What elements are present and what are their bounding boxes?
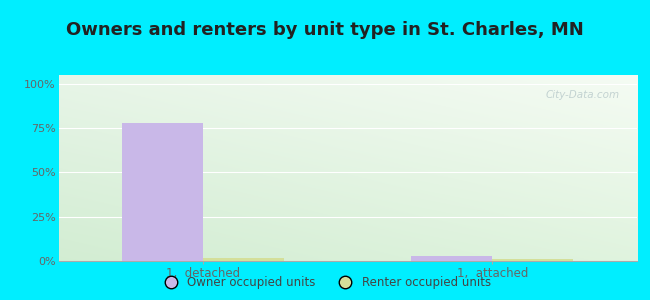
Legend: Owner occupied units, Renter occupied units: Owner occupied units, Renter occupied un…: [154, 272, 496, 294]
Bar: [122, 123, 203, 261]
Bar: [411, 256, 493, 261]
Bar: [493, 259, 573, 261]
Text: City-Data.com: City-Data.com: [545, 90, 619, 100]
Bar: [203, 258, 284, 261]
Text: Owners and renters by unit type in St. Charles, MN: Owners and renters by unit type in St. C…: [66, 21, 584, 39]
